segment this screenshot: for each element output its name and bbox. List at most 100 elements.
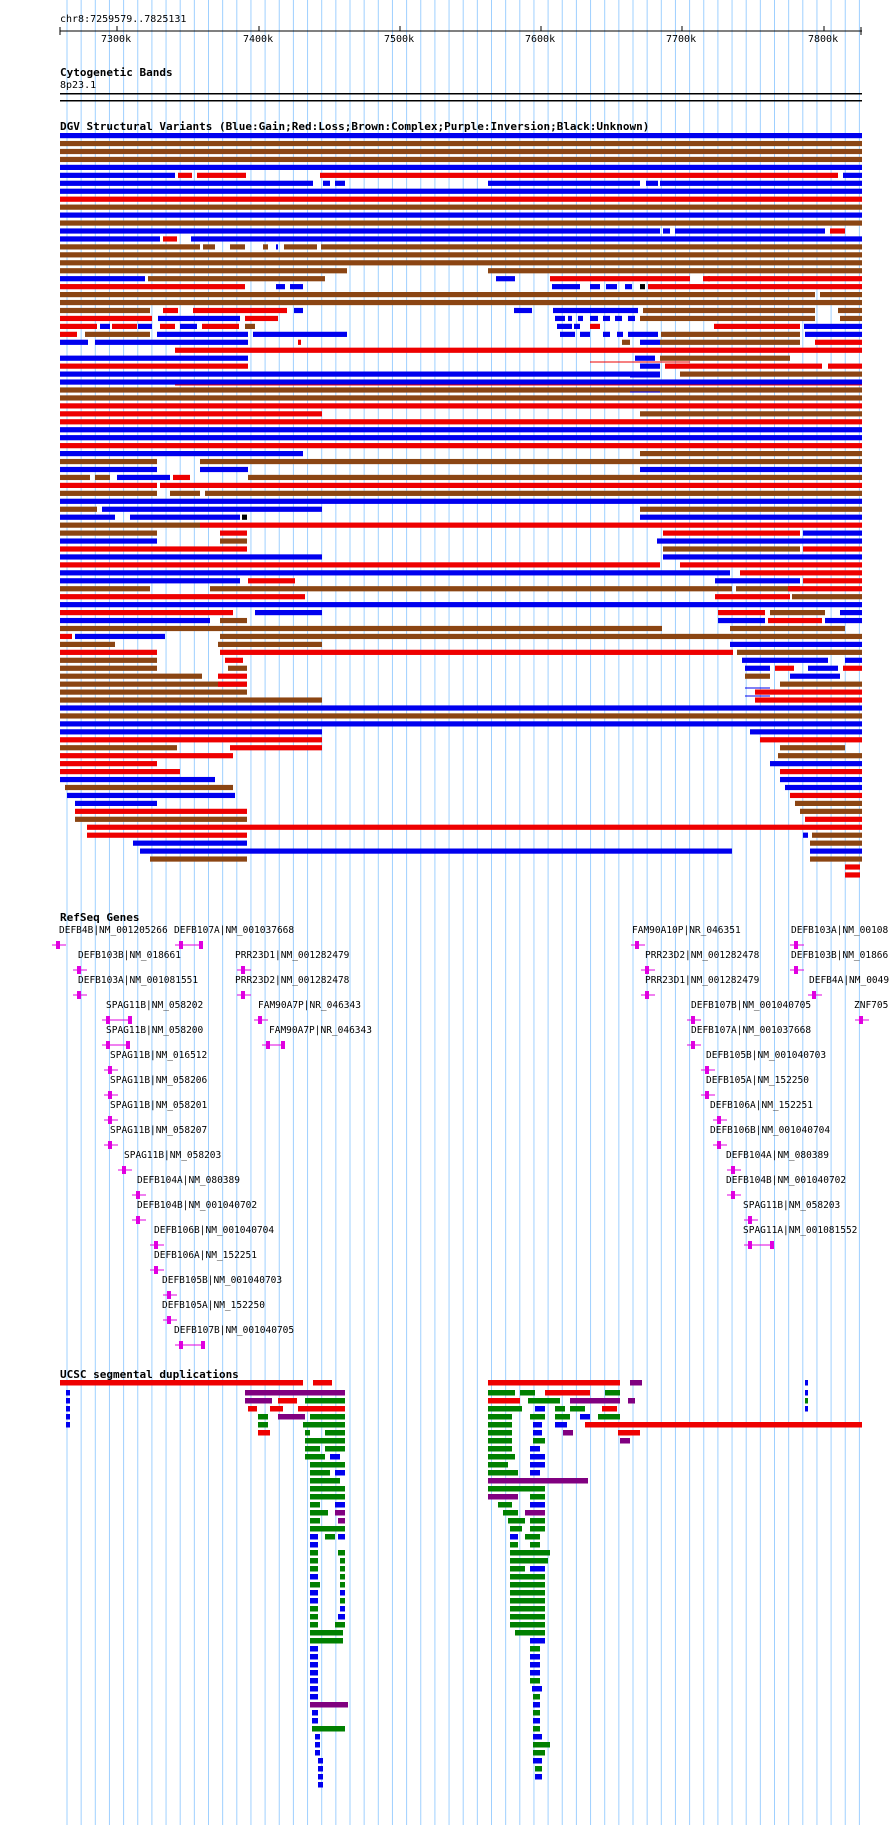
gene-exon[interactable] <box>126 1041 130 1049</box>
dgv-variant-bar[interactable] <box>170 490 200 496</box>
segdup-bar[interactable] <box>555 1406 565 1412</box>
segdup-bar[interactable] <box>310 1582 320 1588</box>
gene-label[interactable]: DEFB106A|NM_152251 <box>154 1250 257 1261</box>
dgv-variant-bar[interactable] <box>218 681 247 687</box>
dgv-variant-bar[interactable] <box>60 665 157 671</box>
gene-exon[interactable] <box>77 966 81 974</box>
dgv-variant-bar[interactable] <box>590 315 598 322</box>
dgv-variant-bar[interactable] <box>67 792 235 799</box>
dgv-variant-bar[interactable] <box>568 315 572 322</box>
dgv-variant-bar[interactable] <box>714 323 800 329</box>
dgv-variant-bar[interactable] <box>65 784 233 791</box>
dgv-variant-bar[interactable] <box>640 466 862 473</box>
segdup-bar[interactable] <box>620 1438 630 1444</box>
segdup-bar[interactable] <box>530 1638 545 1644</box>
segdup-bar[interactable] <box>533 1750 545 1756</box>
segdup-bar[interactable] <box>310 1654 318 1660</box>
dgv-variant-bar[interactable] <box>680 562 862 568</box>
gene-exon[interactable] <box>691 1016 695 1024</box>
segdup-bar[interactable] <box>628 1398 635 1404</box>
gene-label[interactable]: SPAG11B|NM_016512 <box>110 1050 208 1061</box>
gene-label[interactable]: FAM90A7P|NR_046343 <box>269 1025 372 1036</box>
segdup-bar[interactable] <box>605 1390 620 1396</box>
segdup-bar[interactable] <box>310 1414 345 1420</box>
dgv-variant-bar[interactable] <box>60 276 145 282</box>
dgv-variant-bar[interactable] <box>750 729 862 735</box>
dgv-variant-bar[interactable] <box>590 284 600 290</box>
segdup-bar[interactable] <box>498 1502 512 1508</box>
dgv-variant-bar[interactable] <box>640 451 862 457</box>
segdup-bar[interactable] <box>488 1486 545 1492</box>
dgv-variant-bar[interactable] <box>284 244 317 250</box>
dgv-variant-bar[interactable] <box>730 641 862 647</box>
segdup-bar[interactable] <box>805 1390 808 1396</box>
segdup-bar[interactable] <box>258 1414 268 1420</box>
dgv-variant-bar[interactable] <box>60 681 247 687</box>
dgv-variant-bar[interactable] <box>740 570 862 576</box>
dgv-variant-bar[interactable] <box>60 427 862 433</box>
segdup-bar[interactable] <box>338 1614 345 1620</box>
segdup-bar[interactable] <box>312 1726 345 1732</box>
segdup-bar[interactable] <box>488 1430 512 1436</box>
segdup-bar[interactable] <box>563 1430 573 1436</box>
segdup-bar[interactable] <box>310 1678 318 1684</box>
gene-label[interactable]: DEFB105A|NM_152250 <box>162 1300 265 1311</box>
segdup-bar[interactable] <box>530 1542 540 1548</box>
segdup-bar[interactable] <box>488 1380 620 1386</box>
dgv-variant-bar[interactable] <box>60 610 233 616</box>
segdup-bar[interactable] <box>335 1470 345 1476</box>
segdup-bar[interactable] <box>310 1646 318 1652</box>
gene-exon[interactable] <box>154 1266 158 1274</box>
dgv-variant-bar[interactable] <box>245 323 255 329</box>
dgv-variant-bar[interactable] <box>210 586 732 592</box>
dgv-variant-bar[interactable] <box>157 331 248 337</box>
segdup-bar[interactable] <box>533 1718 540 1724</box>
dgv-variant-bar[interactable] <box>60 451 303 457</box>
dgv-variant-bar[interactable] <box>175 347 862 353</box>
gene-exon[interactable] <box>645 991 649 999</box>
dgv-variant-bar[interactable] <box>178 172 192 178</box>
gene-label[interactable]: PRR23D2|NM_001282478 <box>235 975 350 986</box>
dgv-variant-bar[interactable] <box>60 761 157 767</box>
gene-exon[interactable] <box>136 1216 140 1224</box>
segdup-bar[interactable] <box>310 1470 330 1476</box>
gene-exon[interactable] <box>717 1116 721 1124</box>
gene-exon[interactable] <box>77 991 81 999</box>
dgv-variant-bar[interactable] <box>248 474 862 481</box>
dgv-variant-bar[interactable] <box>163 307 178 314</box>
segdup-bar[interactable] <box>510 1614 545 1620</box>
segdup-bar[interactable] <box>325 1534 335 1540</box>
gene-label[interactable]: DEFB4A|NM_0049 <box>809 975 890 986</box>
gene-label[interactable]: FAM90A10P|NR_046351 <box>632 925 741 936</box>
segdup-bar[interactable] <box>338 1518 345 1524</box>
segdup-bar[interactable] <box>310 1702 348 1708</box>
dgv-variant-bar[interactable] <box>745 665 770 671</box>
dgv-variant-bar[interactable] <box>60 776 215 783</box>
dgv-variant-bar[interactable] <box>646 180 658 186</box>
dgv-variant-bar[interactable] <box>830 228 845 234</box>
dgv-variant-bar[interactable] <box>95 474 110 481</box>
dgv-variant-bar[interactable] <box>323 180 330 186</box>
dgv-variant-bar[interactable] <box>112 323 137 329</box>
dgv-variant-bar[interactable] <box>843 665 862 671</box>
gene-label[interactable]: SPAG11B|NM_058202 <box>106 1000 204 1011</box>
segdup-bar[interactable] <box>585 1422 862 1428</box>
segdup-bar[interactable] <box>510 1534 518 1540</box>
dgv-variant-bar[interactable] <box>730 625 845 632</box>
dgv-variant-bar[interactable] <box>768 617 822 624</box>
segdup-bar[interactable] <box>530 1446 540 1452</box>
segdup-bar[interactable] <box>580 1414 590 1420</box>
segdup-bar[interactable] <box>530 1470 540 1476</box>
dgv-variant-bar[interactable] <box>635 355 655 361</box>
dgv-variant-bar[interactable] <box>718 617 765 624</box>
gene-label[interactable]: DEFB107B|NM_001040705 <box>174 1325 295 1336</box>
segdup-bar[interactable] <box>535 1766 542 1772</box>
gene-label[interactable]: DEFB4B|NM_001205266 <box>59 925 168 936</box>
dgv-variant-bar[interactable] <box>60 458 157 465</box>
dgv-variant-bar[interactable] <box>228 665 247 671</box>
gene-label[interactable]: SPAG11B|NM_058203 <box>743 1200 841 1211</box>
segdup-bar[interactable] <box>338 1550 345 1556</box>
dgv-variant-bar[interactable] <box>663 228 670 234</box>
dgv-variant-bar[interactable] <box>60 204 862 210</box>
